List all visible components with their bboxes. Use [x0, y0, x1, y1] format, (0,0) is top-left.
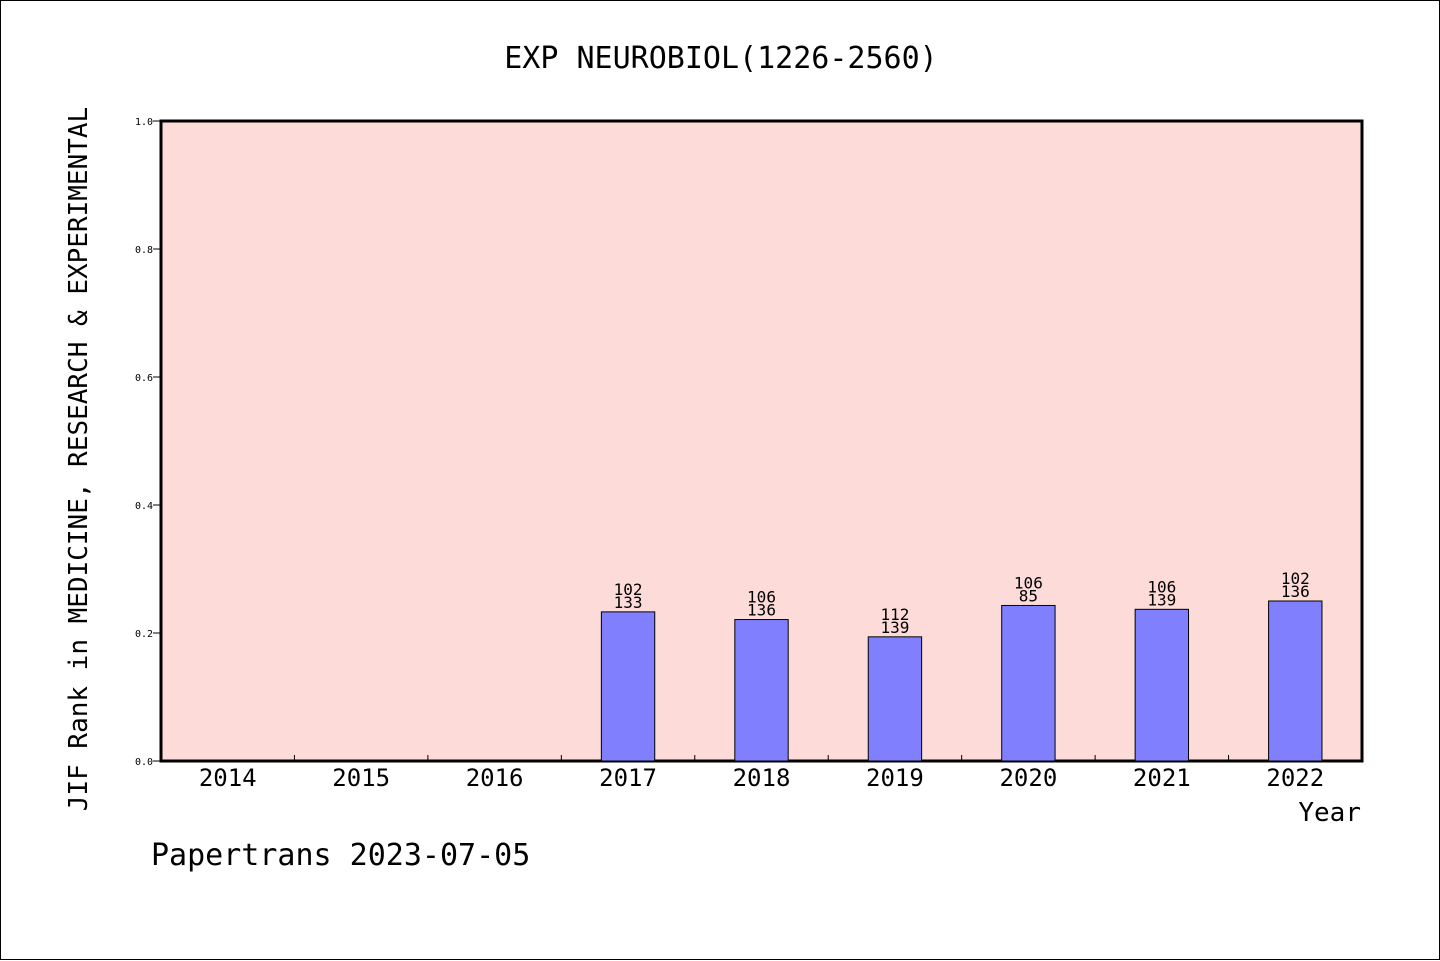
bar-label-rank: 112: [880, 605, 909, 624]
bar-2017: [600, 611, 656, 762]
bar-label-total: 136: [1281, 582, 1310, 601]
bar-label-rank: 106: [1014, 573, 1043, 592]
bar-label-total: 85: [1019, 586, 1038, 605]
y-tick-label: 0.8: [135, 245, 153, 256]
x-tick-label: 2018: [733, 764, 791, 792]
y-tick-label: 1.0: [135, 117, 153, 128]
x-tick-label: 2021: [1133, 764, 1191, 792]
x-axis: 2014 2015 2016 2017 2018 2019 2020 2021 2022: [199, 755, 1324, 792]
x-tick-label: 2019: [866, 764, 924, 792]
bar-label-total: 139: [880, 618, 909, 637]
y-tick-label: 0.4: [135, 501, 153, 512]
bar-label-rank: 102: [1281, 569, 1310, 588]
bar-2021: [1134, 608, 1190, 762]
y-tick-label: 0.2: [135, 629, 153, 640]
x-axis-label: Year: [1298, 798, 1361, 828]
bar-label-total: 133: [614, 593, 643, 612]
x-tick-label: 2022: [1266, 764, 1324, 792]
bar-label-total: 136: [747, 601, 776, 620]
bar-label-rank: 106: [1147, 577, 1176, 596]
bar-label-total: 139: [1147, 590, 1176, 609]
y-tick-label: 0.6: [135, 373, 153, 384]
x-tick-label: 2015: [332, 764, 390, 792]
bar-2022: [1268, 600, 1323, 762]
x-tick-label: 2014: [199, 764, 257, 792]
bar-label-rank: 102: [614, 580, 643, 599]
chart-title: EXP NEUROBIOL(1226-2560): [504, 41, 937, 76]
y-axis: 0.0 0.2 0.4 0.6 0.8 1.0: [135, 117, 161, 768]
x-tick-label: 2017: [599, 764, 657, 792]
x-tick-label: 2016: [466, 764, 524, 792]
bar-2018: [734, 619, 789, 762]
y-tick-label: 0.0: [135, 757, 153, 768]
bar-2019: [867, 636, 923, 762]
bar-2020: [1001, 604, 1056, 762]
bar-label-rank: 106: [747, 588, 776, 607]
y-axis-label: JIF Rank in MEDICINE, RESEARCH & EXPERIM…: [64, 107, 94, 811]
x-tick-label: 2020: [999, 764, 1057, 792]
footer-text: Papertrans 2023-07-05: [151, 838, 530, 873]
